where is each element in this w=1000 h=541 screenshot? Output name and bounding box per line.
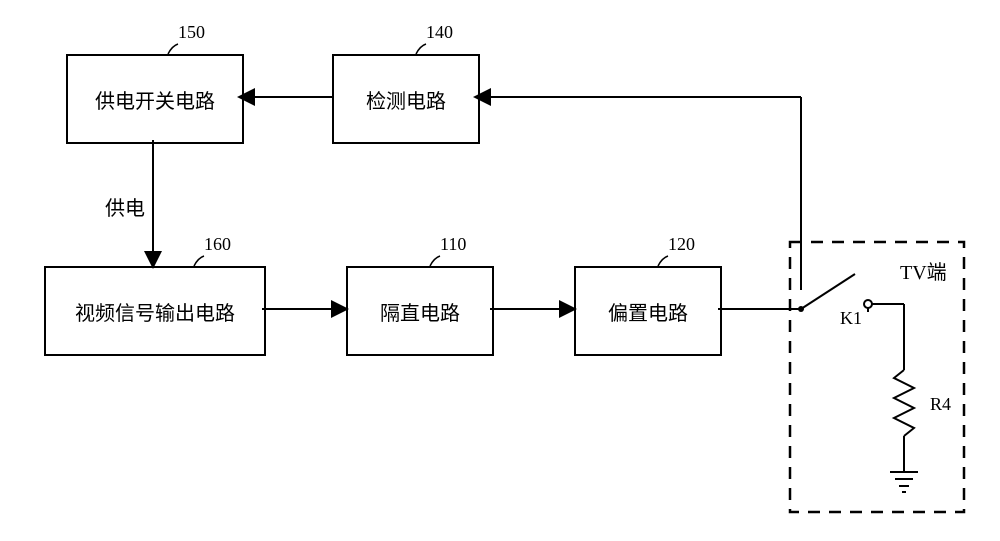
leader-150	[168, 44, 178, 54]
leader-110	[430, 256, 440, 266]
leader-120	[658, 256, 668, 266]
wiring-svg	[0, 0, 1000, 541]
r4-resistor	[894, 370, 914, 436]
tv-dashed-box	[790, 242, 964, 512]
leader-160	[194, 256, 204, 266]
leader-140	[416, 44, 426, 54]
k1-right-terminal	[864, 300, 872, 308]
k1-arm	[801, 274, 855, 309]
